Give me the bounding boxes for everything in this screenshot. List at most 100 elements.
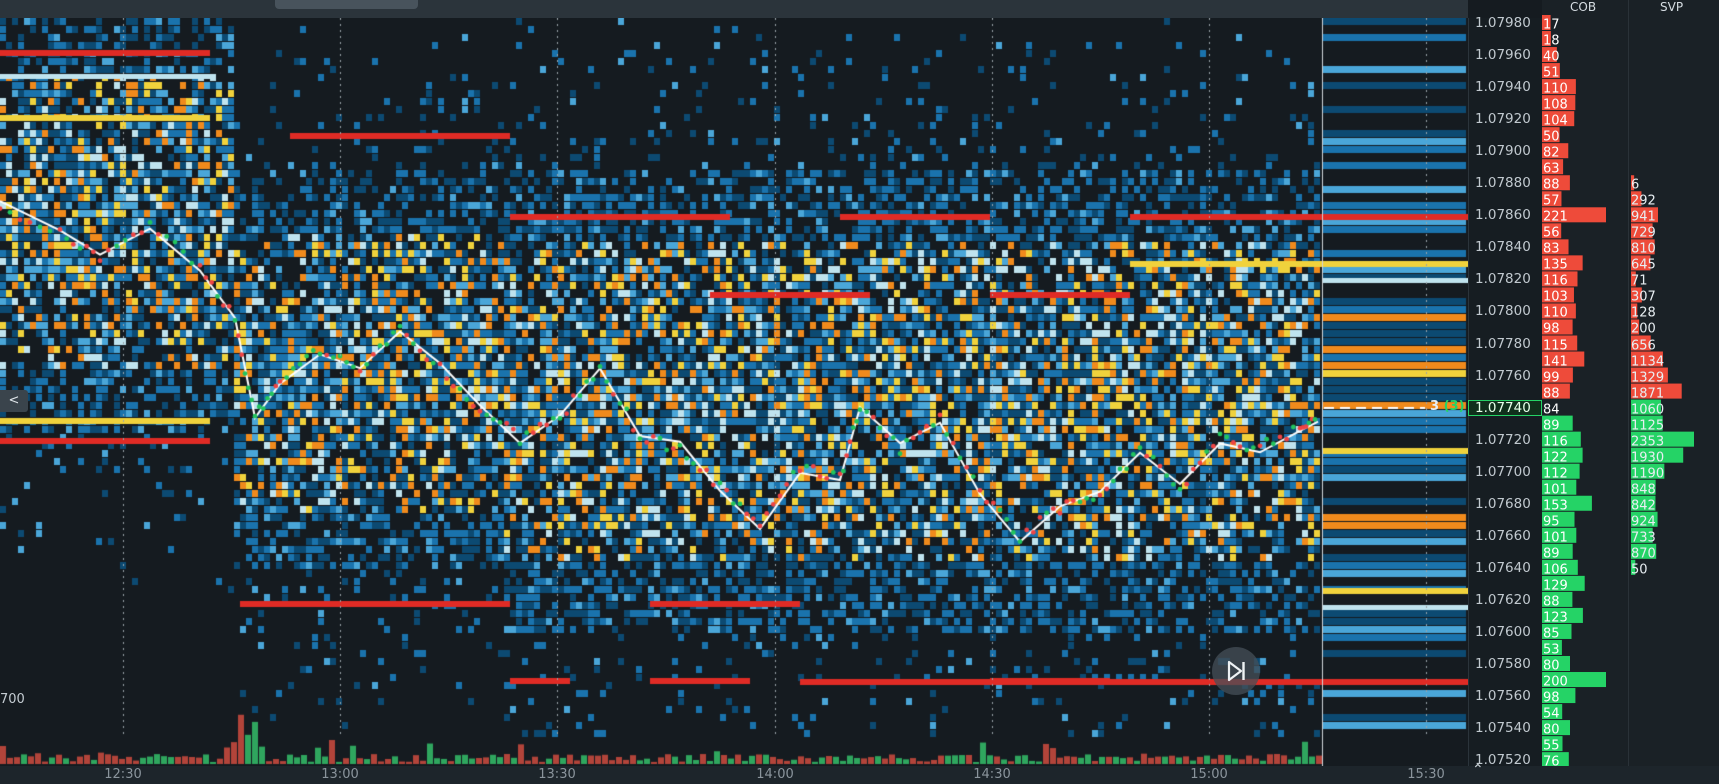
price-tick-label: 1.07960	[1475, 47, 1531, 64]
cob-size-label: 57	[1543, 193, 1560, 209]
svp-volume-bar	[1631, 495, 1656, 511]
cob-size-label: 55	[1543, 738, 1560, 754]
cob-size-label: 103	[1543, 289, 1568, 305]
cob-size-label: 83	[1543, 241, 1560, 257]
cob-bid-bar	[1542, 479, 1577, 495]
cob-header: COB	[1570, 0, 1597, 14]
top-scrollbar[interactable]	[0, 0, 1468, 18]
svp-volume-bar	[1631, 223, 1653, 239]
time-tick-label: 12:30	[104, 767, 142, 782]
svp-volume-bar	[1631, 479, 1656, 495]
cob-size-label: 17	[1543, 17, 1560, 33]
cob-bid-bar	[1542, 623, 1572, 639]
svp-volume-label: 1871	[1631, 386, 1665, 402]
cob-size-label: 51	[1543, 65, 1560, 81]
svp-volume-label: 1930	[1631, 450, 1665, 466]
cob-size-label: 110	[1543, 305, 1568, 321]
cob-bid-bar	[1542, 672, 1606, 688]
scrollbar-thumb[interactable]	[275, 0, 418, 9]
cob-bars	[1542, 14, 1606, 768]
svp-panel	[1628, 0, 1719, 766]
svp-volume-label: 1060	[1631, 402, 1665, 418]
cob-ask-bar	[1542, 63, 1560, 79]
price-tick-label: 1.07920	[1475, 111, 1531, 128]
chevron-up-icon[interactable]: ⌃	[1472, 762, 1484, 778]
svp-volume-bar	[1631, 191, 1642, 207]
cob-size-label: 18	[1543, 33, 1560, 49]
time-tick-label: 13:00	[321, 767, 359, 782]
price-tick-label: 1.07860	[1475, 207, 1531, 224]
cob-bid-bar	[1542, 447, 1583, 463]
current-price-marker: 1.07740	[1468, 399, 1542, 416]
price-tick-label: 1.07700	[1475, 463, 1531, 480]
cob-bid-bar	[1542, 559, 1578, 575]
svp-volume-bar	[1631, 303, 1638, 319]
svp-volume-bar	[1631, 527, 1653, 543]
jump-to-live-button[interactable]	[1212, 647, 1260, 695]
liquidity-heatmap-chart[interactable]	[0, 18, 1468, 766]
svp-volume-label: 870	[1631, 546, 1656, 562]
svp-volume-bar	[1631, 383, 1682, 399]
cob-size-label: 63	[1543, 161, 1560, 177]
cob-ask-bar	[1542, 31, 1551, 47]
svp-volume-bar	[1631, 511, 1658, 527]
cob-size-label: 153	[1543, 498, 1568, 514]
cob-size-label: 115	[1543, 338, 1568, 353]
svp-volume-bar	[1631, 367, 1668, 383]
svp-volume-label: 1134	[1631, 354, 1665, 370]
cob-size-label: 88	[1543, 177, 1560, 193]
svp-volume-bar	[1631, 319, 1640, 335]
cob-ask-bar	[1542, 335, 1578, 351]
cob-size-label: 88	[1543, 594, 1560, 610]
svp-volume-label: 200	[1631, 321, 1656, 337]
cob-ask-bar	[1542, 191, 1562, 207]
cob-ask-bar	[1542, 159, 1564, 175]
cob-size-label: 56	[1543, 225, 1560, 241]
price-tick-label: 1.07800	[1475, 303, 1531, 320]
cob-size-label: 116	[1543, 434, 1568, 450]
svp-volume-label: 656	[1631, 338, 1656, 353]
svp-volume-label: 1190	[1631, 466, 1665, 482]
collapse-panel-button[interactable]: <	[0, 390, 28, 412]
price-tick-label: 1.07660	[1475, 527, 1531, 544]
cob-size-label: 89	[1543, 546, 1560, 562]
price-tick-label: 1.07540	[1475, 720, 1531, 737]
cob-size-label: 54	[1543, 706, 1560, 722]
cob-size-label: 106	[1543, 562, 1568, 578]
price-tick-label: 1.07900	[1475, 143, 1531, 160]
cob-bid-bar	[1542, 575, 1585, 591]
cob-size-label: 98	[1543, 321, 1560, 337]
cob-ask-bar	[1542, 79, 1576, 95]
svp-header: SVP	[1660, 0, 1684, 14]
cob-size-label: 101	[1543, 530, 1568, 546]
svp-volume-label: 810	[1631, 241, 1656, 257]
cob-panel	[1542, 0, 1628, 768]
cob-bid-bar	[1542, 591, 1573, 607]
svp-volume-label: 842	[1631, 498, 1656, 514]
time-tick-label: 15:00	[1190, 767, 1228, 782]
price-axis[interactable]: 1.07980 1.07960 1.07940 1.07920 1.07900 1.078…	[1468, 15, 1543, 768]
cob-ask-bar	[1542, 207, 1606, 223]
cob-ask-bar	[1542, 14, 1551, 31]
last-trade-size-tag: 3 (3)	[1430, 399, 1465, 414]
svp-volume-bar	[1631, 287, 1642, 303]
cob-size-label: 110	[1543, 81, 1568, 97]
play-to-end-icon	[1227, 660, 1245, 682]
svp-volume-bar	[1631, 335, 1651, 351]
cob-bid-bar	[1542, 736, 1563, 752]
svp-volume-bar	[1631, 255, 1651, 271]
price-tick-label: 1.07600	[1475, 623, 1531, 640]
cob-size-label: 80	[1543, 658, 1560, 674]
price-tick-label: 1.07840	[1475, 239, 1531, 256]
cob-size-label: 50	[1543, 129, 1560, 145]
svp-volume-label: 1329	[1631, 370, 1665, 386]
trade-count-total: (3)	[1443, 399, 1465, 414]
cob-bid-bar	[1542, 527, 1577, 543]
time-tick-label: 14:00	[756, 767, 794, 782]
cob-ask-bar	[1542, 351, 1585, 367]
cob-ask-bar	[1542, 367, 1573, 383]
svp-volume-bar	[1631, 543, 1657, 559]
cob-size-label: 104	[1543, 113, 1568, 129]
svp-volume-bar	[1631, 207, 1658, 223]
